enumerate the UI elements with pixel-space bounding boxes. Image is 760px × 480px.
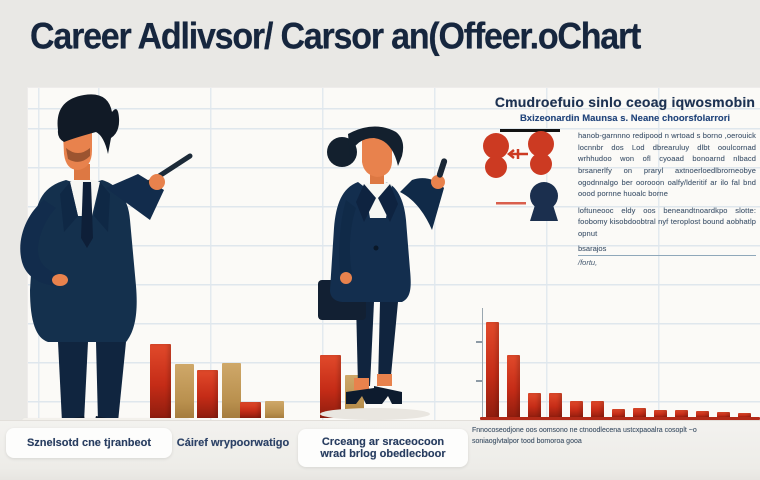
- info-body: hanob-garnnno redipood n wrtoad s borno …: [578, 130, 756, 267]
- exchange-arrow-icon: [506, 149, 528, 159]
- chart-bar: [591, 401, 604, 418]
- caption-middle-line2: wrad brlog obedlecboor: [320, 448, 446, 460]
- pen-object: [436, 158, 448, 178]
- chart-baseline: [480, 417, 760, 420]
- chart-bar: [222, 363, 241, 418]
- caption-card-middle: Crceang ar sraceocoon wrad brlog obedlec…: [298, 429, 468, 467]
- caption-left: Sznelsotd cne tjranbeot: [26, 437, 152, 449]
- page-title: Career Adlivsor/ Carsor an(Offeer.oChart: [30, 16, 641, 58]
- caption-card-left: Sznelsotd cne tjranbeot: [6, 428, 172, 458]
- caption-mid-left: Cáiref wrypoorwatigo: [176, 437, 290, 449]
- chart-bar: [549, 393, 562, 418]
- chart-bar: [175, 364, 194, 418]
- chart-bar: [320, 355, 341, 418]
- figure-pawn-icon: [530, 182, 558, 221]
- info-heading: Cmudroefuio sinlo ceoag iqwosmobin: [494, 94, 756, 110]
- chart-bar: [197, 370, 218, 418]
- chart-bar: [675, 410, 688, 418]
- info-paragraph-2: loftuneooc eldy oos beneandtnoardkpo slo…: [578, 205, 756, 238]
- axis-tick: [476, 341, 482, 343]
- caption-right-line1: Fnnocoseodjone oos oomsono ne ctnoodlece…: [472, 427, 697, 434]
- chart-bar: [265, 400, 284, 418]
- info-icons: [483, 129, 560, 221]
- chart-bar: [240, 401, 261, 418]
- caption-middle-line1: Crceang ar sraceocoon: [321, 436, 445, 448]
- grouped-bar-chart: [135, 328, 375, 418]
- underlined-note: bsarajos: [578, 244, 756, 256]
- info-paragraph-1: hanob-garnnno redipood n wrtoad s borno …: [578, 131, 756, 199]
- chart-bar: [570, 401, 583, 418]
- red-rule: [496, 202, 526, 205]
- info-panel: Cmudroefuio sinlo ceoag iqwosmobin Bxize…: [483, 94, 758, 267]
- chart-bar: [654, 410, 667, 418]
- caption-strip: Sznelsotd cne tjranbeot Cáiref wrypoorwa…: [0, 420, 760, 480]
- tie-shape: [81, 182, 93, 248]
- bar-group: [197, 363, 241, 418]
- bar-group: [240, 400, 284, 418]
- businesswoman-illustration: [318, 126, 448, 420]
- footnote: /fortu,: [578, 257, 598, 267]
- man-hair: [57, 94, 120, 154]
- decline-bar-chart: [486, 318, 756, 418]
- decline-chart-wrap: [476, 308, 760, 420]
- caption-right-line2: soniaoglvtalpor tood bomoroa gooa: [472, 437, 582, 445]
- chart-bar: [717, 412, 730, 418]
- info-subheading: Bxizeonardin Maunsa s. Neane choorsfolar…: [519, 113, 731, 124]
- chart-bar: [633, 408, 646, 418]
- chart-bar: [528, 393, 541, 418]
- bar-group: [150, 344, 194, 418]
- black-rule: [500, 129, 560, 132]
- chart-bar: [738, 413, 751, 418]
- chart-bar: [612, 409, 625, 418]
- caption-right: Fnnocoseodjone oos oomsono ne ctnoodlece…: [472, 426, 756, 447]
- axis-tick: [476, 380, 482, 382]
- chart-bar: [507, 355, 520, 418]
- y-axis: [482, 308, 483, 418]
- chart-bar: [150, 344, 171, 418]
- chart-bar: [486, 322, 499, 418]
- chart-bar: [696, 411, 709, 418]
- two-figures-exchange-icon: [483, 131, 554, 178]
